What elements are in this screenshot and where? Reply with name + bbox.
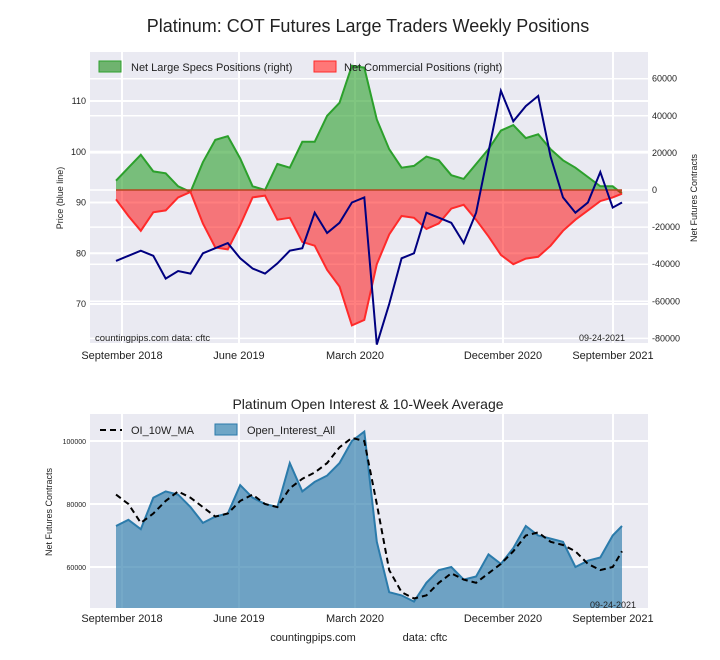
specs-area <box>116 65 622 194</box>
open-interest-line <box>115 429 623 603</box>
top-ylabel-left: Price (blue line) <box>55 167 65 230</box>
top-y-left-tick-label: 90 <box>76 198 86 208</box>
legend-label-commercial: Net Commercial Positions (right) <box>344 62 502 74</box>
legend-swatch-oi <box>214 423 238 436</box>
top-marks <box>115 64 623 345</box>
price-line <box>115 87 623 345</box>
legend-swatch-commercial <box>313 60 337 73</box>
top-y-right-tick-label: 20000 <box>652 148 677 158</box>
bottom-y-tick-label: 60000 <box>67 565 87 572</box>
top-x-tick-label: December 2020 <box>464 350 542 362</box>
bottom-chart-title: Platinum Open Interest & 10-Week Average <box>232 396 503 412</box>
bottom-date-label: 09-24-2021 <box>590 600 636 610</box>
top-x-tick-label: September 2018 <box>81 350 162 362</box>
top-chart-title: Platinum: COT Futures Large Traders Week… <box>147 16 590 36</box>
top-y-right-tick-label: -40000 <box>652 259 680 269</box>
bottom-x-tick-label: September 2021 <box>572 613 653 625</box>
legend-label-ma: OI_10W_MA <box>131 425 195 437</box>
top-y-left-tick-label: 70 <box>76 299 86 309</box>
commercial-line <box>115 190 623 327</box>
legend-swatch-specs <box>98 60 122 73</box>
bottom-x-tick-label: December 2020 <box>464 613 542 625</box>
top-y-right-tick-label: -20000 <box>652 222 680 232</box>
ma-line <box>115 436 623 600</box>
specs-line <box>115 64 623 195</box>
legend-label-oi: Open_Interest_All <box>247 425 335 437</box>
top-y-left-tick-label: 110 <box>72 96 86 106</box>
bottom-y-tick-label: 100000 <box>63 439 86 446</box>
top-y-right-tick-label: 0 <box>652 185 657 195</box>
footer-site: countingpips.com <box>270 632 356 644</box>
legend-label-specs: Net Large Specs Positions (right) <box>131 62 292 74</box>
bottom-x-tick-label: March 2020 <box>326 613 384 625</box>
top-x-tick-label: June 2019 <box>213 350 264 362</box>
top-y-right-tick-label: -60000 <box>652 296 680 306</box>
top-watermark: countingpips.com data: cftc <box>95 333 210 344</box>
top-date-label: 09-24-2021 <box>579 333 625 343</box>
top-y-left-tick-label: 80 <box>76 248 86 258</box>
footer-source: data: cftc <box>403 632 448 644</box>
top-y-right-tick-label: 60000 <box>652 74 677 84</box>
top-x-tick-label: March 2020 <box>326 350 384 362</box>
bottom-axes: September 2018 June 2019 March 2020 Decembe… <box>63 439 654 625</box>
top-ylabel-right: Net Futures Contracts <box>689 153 699 242</box>
bottom-x-tick-label: September 2018 <box>81 613 162 625</box>
top-x-tick-label: September 2021 <box>572 350 653 362</box>
bottom-x-tick-label: June 2019 <box>213 613 264 625</box>
top-axes: September 2018 June 2019 March 2020 Decembe… <box>71 74 680 362</box>
top-y-right-tick-label: 40000 <box>652 111 677 121</box>
bottom-ylabel: Net Futures Contracts <box>44 467 54 556</box>
bottom-marks <box>115 429 623 608</box>
top-y-right-tick-label: -80000 <box>652 333 680 343</box>
bottom-y-tick-label: 80000 <box>67 502 87 509</box>
open-interest-area <box>116 431 622 608</box>
top-y-left-tick-label: 100 <box>71 147 86 157</box>
